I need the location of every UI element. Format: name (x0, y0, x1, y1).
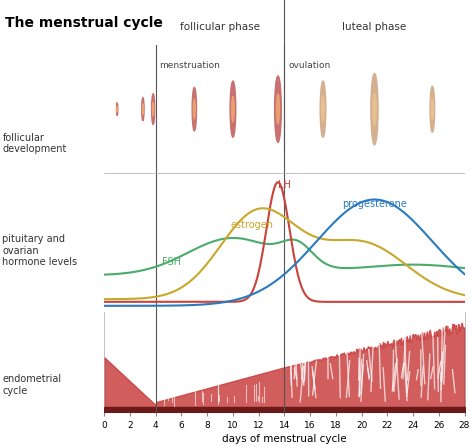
Text: endometrial
cycle: endometrial cycle (2, 375, 62, 396)
Circle shape (232, 96, 234, 122)
Circle shape (322, 96, 324, 122)
Circle shape (276, 94, 280, 124)
Circle shape (142, 104, 144, 114)
Circle shape (373, 93, 376, 125)
Circle shape (153, 102, 154, 116)
Text: estrogen: estrogen (231, 220, 274, 230)
Circle shape (142, 98, 144, 121)
Text: luteal phase: luteal phase (342, 22, 407, 32)
Text: The menstrual cycle: The menstrual cycle (5, 16, 163, 30)
Circle shape (152, 94, 155, 125)
Text: FSH: FSH (162, 257, 181, 267)
Text: progesterone: progesterone (342, 199, 407, 209)
Circle shape (230, 81, 236, 137)
Text: follicular
development: follicular development (2, 133, 67, 154)
Circle shape (371, 73, 378, 145)
Text: follicular phase: follicular phase (180, 22, 260, 32)
Circle shape (431, 99, 433, 120)
Circle shape (430, 86, 435, 132)
Text: ovulation: ovulation (288, 60, 330, 69)
Circle shape (193, 99, 195, 119)
Text: LH: LH (278, 180, 291, 190)
X-axis label: days of menstrual cycle: days of menstrual cycle (222, 435, 346, 444)
Circle shape (192, 87, 197, 131)
Circle shape (274, 76, 281, 142)
Circle shape (117, 106, 118, 112)
Text: pituitary and
ovarian
hormone levels: pituitary and ovarian hormone levels (2, 234, 77, 267)
Circle shape (320, 81, 326, 137)
Text: menstruation: menstruation (160, 60, 220, 69)
Circle shape (117, 103, 118, 116)
